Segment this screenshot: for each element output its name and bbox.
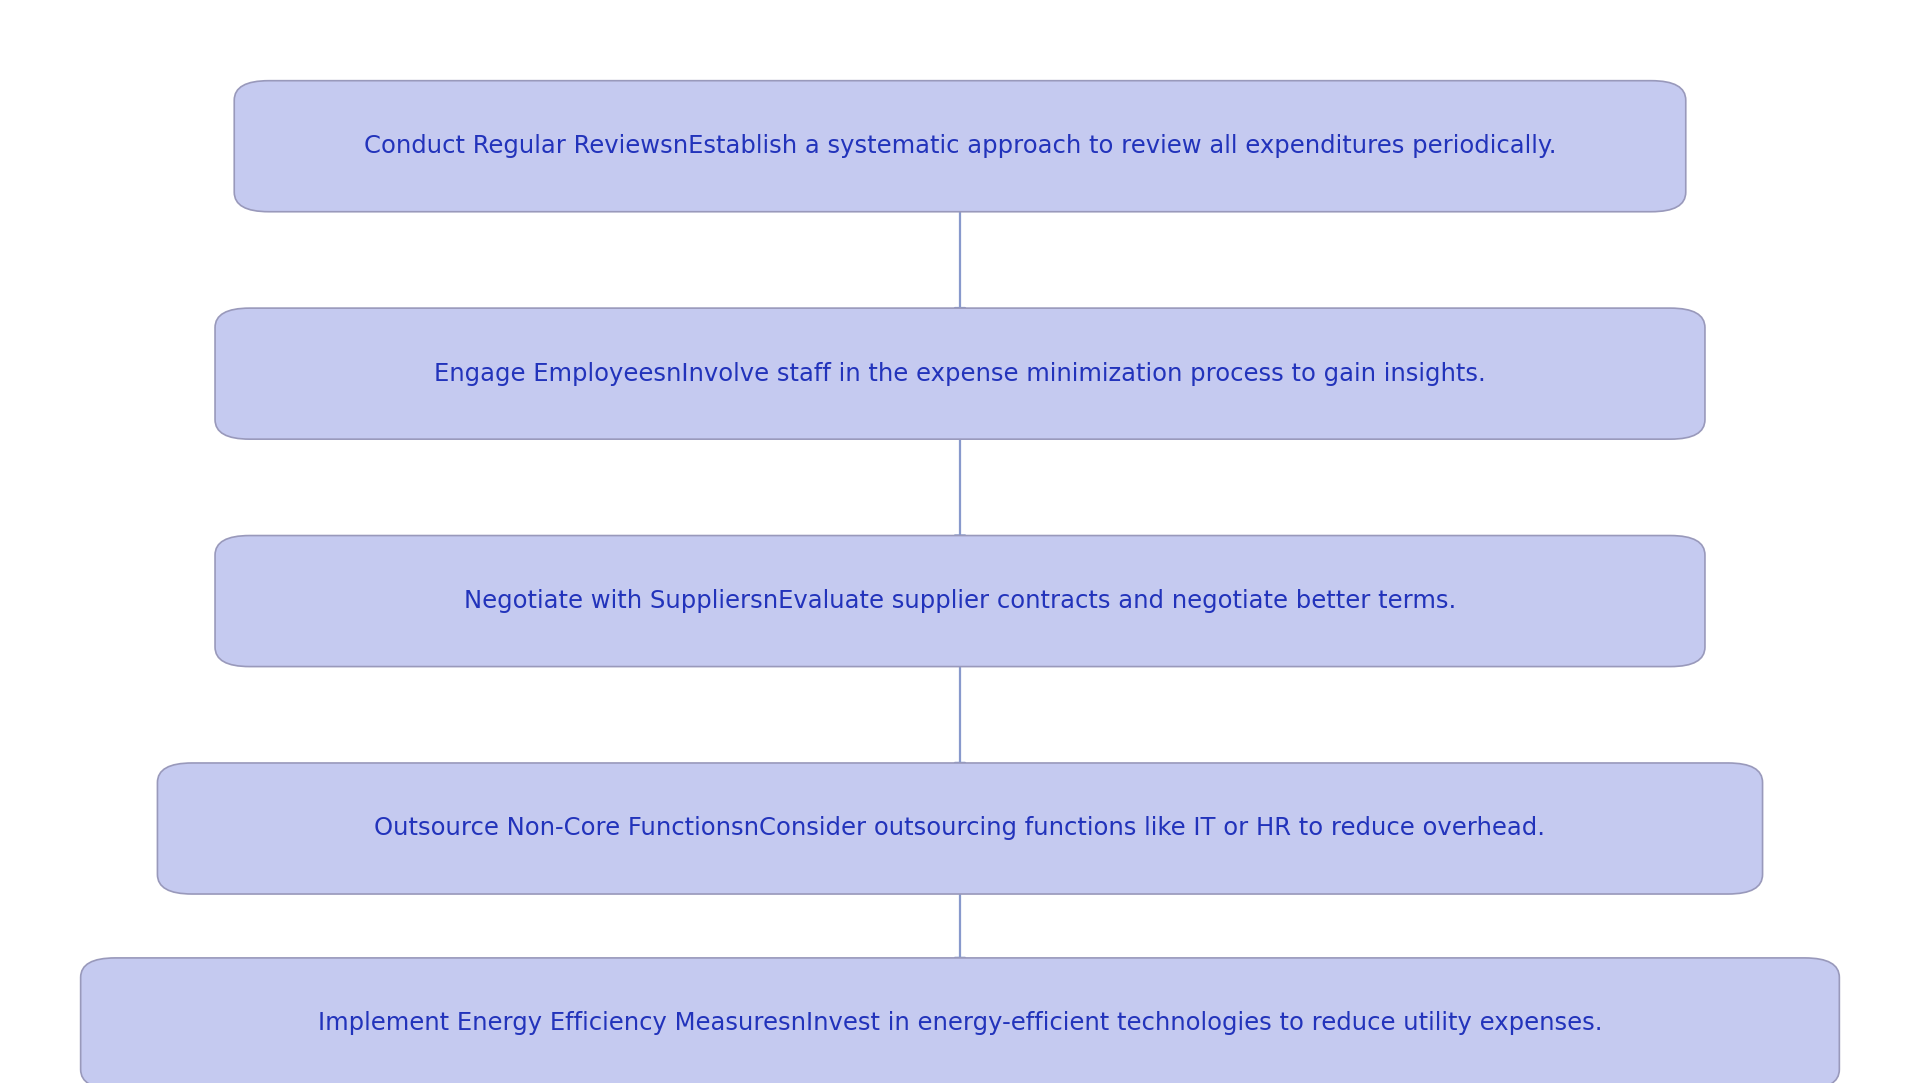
Text: Negotiate with SuppliersnEvaluate supplier contracts and negotiate better terms.: Negotiate with SuppliersnEvaluate suppli… [465, 589, 1455, 613]
Text: Engage EmployeesnInvolve staff in the expense minimization process to gain insig: Engage EmployeesnInvolve staff in the ex… [434, 362, 1486, 386]
Text: Conduct Regular ReviewsnEstablish a systematic approach to review all expenditur: Conduct Regular ReviewsnEstablish a syst… [363, 134, 1557, 158]
FancyBboxPatch shape [234, 81, 1686, 212]
Text: Implement Energy Efficiency MeasuresnInvest in energy-efficient technologies to : Implement Energy Efficiency MeasuresnInv… [317, 1012, 1603, 1035]
FancyBboxPatch shape [215, 308, 1705, 440]
Text: Outsource Non-Core FunctionsnConsider outsourcing functions like IT or HR to red: Outsource Non-Core FunctionsnConsider ou… [374, 817, 1546, 840]
FancyBboxPatch shape [215, 535, 1705, 666]
FancyBboxPatch shape [81, 958, 1839, 1083]
FancyBboxPatch shape [157, 762, 1763, 895]
